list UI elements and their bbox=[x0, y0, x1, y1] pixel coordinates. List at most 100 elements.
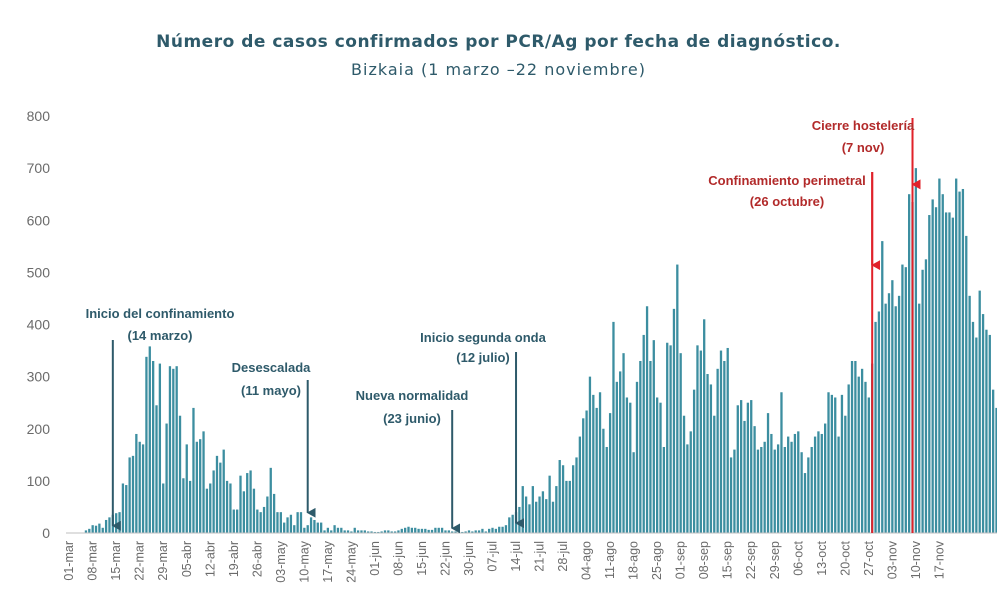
bar bbox=[252, 488, 256, 533]
bar bbox=[377, 531, 380, 533]
bar bbox=[834, 397, 837, 533]
bar bbox=[961, 188, 965, 534]
bar bbox=[461, 531, 464, 533]
annotation-date: (26 octubre) bbox=[750, 194, 824, 209]
bar bbox=[817, 431, 820, 533]
bar bbox=[521, 486, 524, 533]
bar bbox=[689, 431, 692, 533]
bar bbox=[148, 346, 151, 533]
bar bbox=[306, 525, 309, 533]
bar bbox=[188, 480, 192, 534]
bar bbox=[269, 467, 272, 533]
bar bbox=[242, 491, 246, 533]
bar bbox=[508, 517, 511, 533]
x-tick-label: 22-sep bbox=[744, 541, 758, 579]
x-tick-label: 15-sep bbox=[721, 541, 735, 579]
bar bbox=[642, 334, 645, 533]
bar bbox=[447, 530, 450, 533]
x-tick-label: 25-ago bbox=[650, 541, 664, 580]
x-tick-label: 15-mar bbox=[109, 541, 123, 581]
bar bbox=[844, 415, 847, 533]
bar bbox=[803, 473, 807, 533]
bar bbox=[168, 366, 172, 533]
bar bbox=[400, 528, 403, 533]
bar bbox=[672, 308, 676, 533]
bar bbox=[313, 519, 316, 533]
bar bbox=[417, 528, 420, 533]
bar bbox=[981, 314, 985, 533]
bar bbox=[575, 457, 578, 533]
bar bbox=[397, 530, 400, 533]
bar bbox=[793, 433, 797, 533]
bar bbox=[498, 526, 501, 533]
bar bbox=[511, 514, 514, 533]
bar bbox=[407, 526, 410, 533]
bar bbox=[753, 426, 756, 533]
bar bbox=[968, 295, 971, 533]
bar bbox=[340, 527, 343, 533]
bar bbox=[219, 462, 222, 533]
bar bbox=[887, 293, 891, 533]
bar bbox=[336, 527, 340, 533]
bar bbox=[652, 340, 655, 533]
bar bbox=[356, 530, 360, 533]
bar bbox=[212, 470, 215, 533]
bar bbox=[215, 455, 219, 533]
x-tick-label: 06-oct bbox=[791, 540, 805, 575]
bar bbox=[592, 394, 595, 533]
bar bbox=[424, 528, 427, 533]
bar bbox=[897, 295, 901, 533]
bar bbox=[572, 465, 575, 533]
y-tick-label: 500 bbox=[27, 264, 51, 280]
bar bbox=[323, 530, 326, 533]
bar bbox=[434, 527, 437, 533]
bar bbox=[709, 384, 713, 533]
x-axis: 01-mar 08-mar 15-mar 22-mar 29-mar 05-abr 12-a… bbox=[62, 532, 997, 583]
bar bbox=[578, 436, 582, 533]
bar bbox=[131, 455, 135, 533]
bar bbox=[373, 531, 377, 533]
x-tick-label: 18-ago bbox=[627, 541, 641, 580]
bar bbox=[91, 525, 94, 533]
bar bbox=[924, 259, 928, 533]
bar bbox=[467, 530, 471, 533]
bar bbox=[918, 303, 921, 533]
bar bbox=[780, 392, 783, 533]
bar bbox=[272, 493, 276, 533]
bar bbox=[94, 525, 98, 533]
bar bbox=[202, 431, 205, 533]
bar bbox=[682, 415, 686, 533]
y-tick-label: 200 bbox=[27, 421, 51, 437]
bar bbox=[205, 488, 209, 533]
bar bbox=[538, 496, 541, 533]
bar bbox=[649, 360, 652, 533]
bar bbox=[488, 528, 491, 533]
bar bbox=[763, 441, 766, 533]
x-tick-label: 10-nov bbox=[909, 540, 923, 579]
bar bbox=[874, 321, 877, 533]
bar bbox=[444, 530, 447, 533]
bar bbox=[941, 194, 944, 533]
bar bbox=[185, 444, 188, 533]
bar bbox=[595, 407, 598, 533]
bar bbox=[904, 267, 907, 533]
bar bbox=[662, 446, 666, 533]
bar bbox=[353, 527, 356, 533]
bar bbox=[810, 446, 813, 533]
bar bbox=[944, 212, 948, 533]
y-tick-label: 100 bbox=[27, 473, 51, 489]
annotation-date: (7 nov) bbox=[842, 140, 885, 155]
bar bbox=[622, 353, 625, 533]
bar bbox=[548, 475, 551, 533]
bar bbox=[209, 483, 212, 533]
bar bbox=[713, 415, 716, 533]
bar bbox=[746, 402, 750, 533]
bar bbox=[236, 509, 239, 533]
bar bbox=[138, 441, 141, 533]
bar bbox=[881, 241, 884, 533]
bar bbox=[797, 431, 800, 533]
bar bbox=[928, 215, 931, 534]
bar bbox=[951, 217, 954, 533]
bar bbox=[276, 512, 279, 533]
annotation-date: (14 marzo) bbox=[127, 328, 192, 343]
